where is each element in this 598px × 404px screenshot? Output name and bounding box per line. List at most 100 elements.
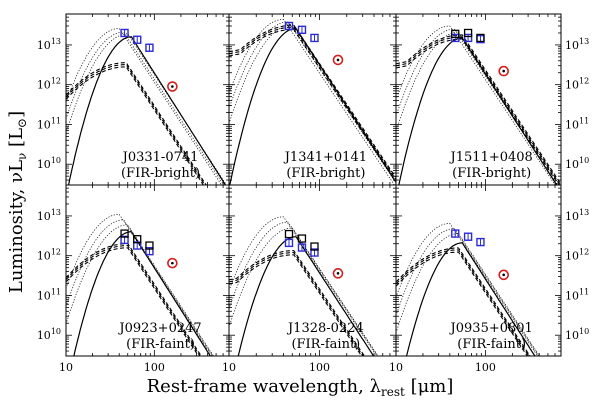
- black-square-point: [120, 229, 129, 238]
- panel-title: J1341+0141: [283, 150, 367, 165]
- panel-grid: 1010101110121013J0331-0741(FIR-bright)J1…: [37, 13, 589, 374]
- panel-subtitle: (FIR-bright): [452, 166, 531, 181]
- y-axis-label-unit: [L: [6, 128, 27, 147]
- red-circle-point: [167, 81, 178, 92]
- dotted-model-curve-3: [396, 233, 540, 356]
- panel-subtitle: (FIR-faint): [457, 337, 526, 352]
- red-circle-point: [167, 257, 178, 269]
- dashed-model-curve-1: [229, 254, 363, 356]
- panel-subtitle: (FIR-bright): [121, 166, 200, 181]
- black-square-point: [451, 29, 460, 39]
- dashed-model-curve-2: [396, 36, 561, 185]
- dashed-model-curve-3: [229, 250, 366, 356]
- plot-area: [229, 19, 396, 185]
- panel-j0935-0801: 1010 1011 1012 1013 10 100 J0935+0801(FIR-fain…: [389, 184, 589, 374]
- dashed-model-curve-2: [66, 245, 201, 356]
- dotted-model-curve-2: [229, 221, 379, 356]
- y-tick-label: 1013: [37, 37, 61, 52]
- dotted-model-curve-1: [396, 223, 539, 356]
- x-axis-label-main: Rest-frame wavelength, λ: [147, 376, 381, 397]
- x-tick-label: 10: [389, 361, 403, 374]
- solid-best-fit-curve: [398, 37, 558, 185]
- panel-title: J0331-0741: [121, 150, 199, 165]
- y-tick-label: 1013: [37, 208, 61, 223]
- red-circle-point: [332, 268, 344, 279]
- x-axis-label-sub: rest: [381, 385, 405, 399]
- solid-best-fit-curve: [73, 231, 212, 356]
- x-tick-label: 10: [222, 361, 236, 374]
- y-axis-label-unit-close: ]: [6, 111, 27, 118]
- solid-best-fit-curve: [405, 242, 536, 356]
- dashed-model-curve-2: [396, 249, 530, 356]
- y-axis-label: Luminosity, νLν [L⊙]: [6, 111, 29, 293]
- dotted-model-curve-3: [229, 227, 379, 356]
- x-tick-label: 100: [144, 361, 165, 374]
- dashed-model-curve-1: [396, 251, 528, 356]
- dotted-model-curve-2: [396, 228, 540, 356]
- dashed-model-curve-3: [396, 247, 531, 356]
- black-square-point: [476, 33, 485, 43]
- dotted-model-curve-1: [229, 19, 395, 185]
- solid-best-fit-curve: [237, 236, 375, 356]
- y-tick-label: 1013: [565, 208, 589, 223]
- y-axis-label-sub: ν: [15, 153, 29, 160]
- dotted-model-curve-1: [229, 216, 378, 356]
- panel-j1341-0141: J1341+0141(FIR-bright): [228, 13, 397, 186]
- dashed-model-curve-1: [396, 38, 560, 185]
- y-tick-label: 1010: [37, 156, 61, 171]
- dotted-model-curve-3: [66, 33, 227, 185]
- y-tick-label: 1011: [37, 116, 61, 131]
- panel-title: J0935+0801: [449, 321, 533, 336]
- red-point-center: [336, 58, 340, 62]
- red-point-center: [336, 272, 340, 275]
- dashed-model-curve-1: [66, 66, 205, 185]
- y-tick-label: 1010: [37, 327, 61, 342]
- panel-subtitle: (FIR-faint): [126, 337, 195, 352]
- black-square-point: [310, 242, 319, 251]
- red-point-center: [171, 85, 174, 88]
- panel-j1511-0408: 1010 1011 1012 1013 J1511+0408(FIR-bright): [395, 13, 589, 186]
- dotted-model-curve-3: [229, 23, 396, 179]
- y-axis-label-main: Luminosity, νL: [6, 160, 27, 293]
- black-square-point: [284, 229, 294, 239]
- y-tick-label: 1012: [37, 248, 61, 263]
- dotted-model-curve-1: [396, 25, 556, 185]
- y-tick-label: 1010: [565, 327, 589, 342]
- panel-title: J1328-0224: [286, 321, 364, 336]
- plot-area: [66, 213, 214, 356]
- y-tick-label: 1013: [565, 37, 589, 52]
- panel-subtitle: (FIR-faint): [291, 337, 360, 352]
- x-tick-label: 10: [59, 361, 73, 374]
- red-circle-point: [498, 269, 509, 281]
- y-tick-label: 1011: [37, 287, 61, 302]
- dashed-model-curve-2: [229, 252, 364, 356]
- panel-frame: [395, 184, 562, 357]
- x-axis-label-unit: [μm]: [411, 376, 454, 397]
- plot-area: [396, 223, 540, 356]
- dashed-model-curve-2: [229, 26, 396, 180]
- dotted-model-curve-1: [66, 28, 222, 185]
- panel-subtitle: (FIR-bright): [286, 166, 365, 181]
- y-tick-label: 1012: [565, 77, 589, 92]
- y-tick-label: 1011: [565, 116, 589, 131]
- y-tick-label: 1012: [565, 248, 589, 263]
- panel-title: J1511+0408: [449, 150, 533, 165]
- solid-best-fit-curve: [67, 36, 227, 185]
- panel-title: J0923+0247: [117, 321, 201, 336]
- y-tick-label: 1011: [565, 287, 589, 302]
- x-tick-label: 100: [309, 361, 330, 374]
- x-tick-label: 100: [475, 361, 496, 374]
- y-axis-label-unit-sub: ⊙: [15, 118, 29, 128]
- black-square-point: [145, 241, 154, 250]
- red-point-center: [502, 273, 505, 277]
- panel-j0331-0741: 1010 1011 1012 1013 J0331-0741(FIR-bright): [37, 13, 230, 186]
- dashed-model-curve-1: [66, 247, 200, 356]
- plot-area: [229, 216, 379, 356]
- red-point-center: [171, 261, 174, 265]
- solid-best-fit-curve: [229, 27, 396, 185]
- black-square-point: [463, 28, 473, 38]
- dashed-model-curve-2: [66, 64, 206, 185]
- dotted-model-curve-2: [66, 31, 225, 185]
- y-tick-label: 1010: [565, 156, 589, 171]
